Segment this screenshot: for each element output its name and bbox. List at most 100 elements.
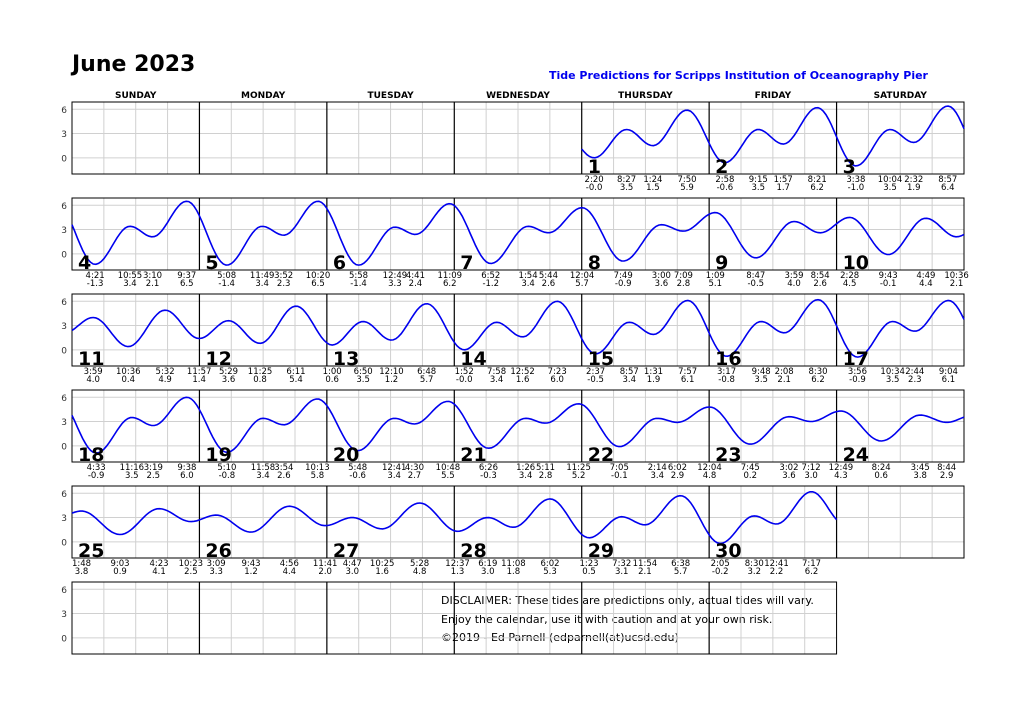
- week-frame: [71, 101, 965, 175]
- tide-height-label: 1.5: [646, 183, 660, 193]
- day-number: 26: [205, 540, 231, 562]
- tide-height-label: 2.9: [940, 471, 954, 481]
- day-number: 13: [333, 348, 359, 370]
- tide-time-label: 3:56: [848, 367, 867, 377]
- tide-time-label: 1:26: [516, 463, 535, 473]
- tide-height-label: 3.4: [387, 471, 401, 481]
- tide-time-label: 5:11: [536, 463, 555, 473]
- tide-height-label: 4.1: [152, 567, 166, 577]
- tide-height-label: 3.4: [123, 279, 137, 289]
- day-number: 28: [460, 540, 486, 562]
- tide-time-label: 11:08: [501, 559, 526, 569]
- disclaimer-line: Enjoy the calendar, use it with caution …: [441, 613, 773, 626]
- tide-height-label: -0.5: [587, 375, 604, 385]
- disclaimer-line: DISCLAIMER: These tides are predictions …: [441, 594, 814, 607]
- tide-time-label: 9:37: [177, 271, 196, 281]
- tide-time-label: 2:20: [585, 175, 604, 185]
- tide-time-label: 10:04: [878, 175, 903, 185]
- tide-time-label: 11:49: [250, 271, 275, 281]
- day-number: 5: [205, 252, 218, 274]
- tide-height-label: 2.4: [409, 279, 423, 289]
- tide-time-label: 2:28: [840, 271, 859, 281]
- y-tick-label: 6: [61, 298, 67, 308]
- tide-time-label: 11:41: [313, 559, 338, 569]
- tide-height-label: 1.2: [385, 375, 399, 385]
- tide-height-label: 6.1: [942, 375, 956, 385]
- tide-time-label: 9:43: [241, 559, 260, 569]
- tide-height-label: -0.9: [88, 471, 105, 481]
- tide-height-label: 3.0: [481, 567, 495, 577]
- tide-time-label: 9:04: [939, 367, 958, 377]
- day-number: 3: [843, 156, 856, 178]
- tide-height-label: 2.2: [770, 567, 784, 577]
- tide-time-label: 3:19: [144, 463, 163, 473]
- y-tick-label: 3: [61, 514, 67, 524]
- tide-height-label: 3.5: [751, 183, 765, 193]
- tide-height-label: -0.6: [717, 183, 734, 193]
- y-tick-label: 3: [61, 418, 67, 428]
- tide-time-label: 4:41: [406, 271, 425, 281]
- tide-height-label: 6.2: [805, 567, 819, 577]
- tide-time-label: 6:48: [417, 367, 436, 377]
- tide-time-label: 10:23: [179, 559, 204, 569]
- tide-time-label: 3:09: [207, 559, 226, 569]
- tide-height-label: 3.5: [620, 183, 634, 193]
- tide-height-label: 5.7: [575, 279, 589, 289]
- tide-time-label: 1:57: [774, 175, 793, 185]
- tide-time-label: 6:50: [354, 367, 373, 377]
- tide-height-label: -1.4: [350, 279, 367, 289]
- tide-height-label: 4.5: [843, 279, 857, 289]
- tide-curve: [71, 491, 838, 545]
- tide-time-label: 3:38: [846, 175, 865, 185]
- day-number: 27: [333, 540, 359, 562]
- day-number: 2: [715, 156, 728, 178]
- tide-time-label: 12:52: [510, 367, 535, 377]
- tide-time-label: 3:54: [274, 463, 293, 473]
- y-tick-label: 3: [61, 610, 67, 620]
- tide-curve: [71, 298, 965, 358]
- weekday-header: SUNDAY: [115, 91, 157, 101]
- day-number: 18: [78, 444, 104, 466]
- tide-height-label: 5.7: [674, 567, 688, 577]
- tide-height-label: 2.5: [147, 471, 161, 481]
- tide-time-label: 8:54: [811, 271, 830, 281]
- tide-time-label: 1:48: [72, 559, 91, 569]
- tide-time-label: 8:57: [620, 367, 639, 377]
- tide-time-label: 7:17: [802, 559, 821, 569]
- tide-time-label: 4:33: [87, 463, 106, 473]
- tide-height-label: 3.4: [255, 279, 269, 289]
- weekday-header: WEDNESDAY: [486, 91, 550, 101]
- tide-time-label: 1:52: [455, 367, 474, 377]
- day-number: 17: [843, 348, 869, 370]
- day-number: 30: [715, 540, 741, 562]
- tide-time-label: 9:38: [177, 463, 196, 473]
- tide-height-label: 3.5: [883, 183, 897, 193]
- tide-height-label: 1.2: [244, 567, 258, 577]
- tide-height-label: -1.3: [87, 279, 104, 289]
- tide-height-label: 3.6: [655, 279, 669, 289]
- day-number: 9: [715, 252, 728, 274]
- day-number: 4: [78, 252, 91, 274]
- tide-height-label: 1.6: [375, 567, 389, 577]
- y-tick-label: 3: [61, 226, 67, 236]
- y-tick-label: 6: [61, 394, 67, 404]
- tide-time-label: 5:32: [156, 367, 175, 377]
- tide-time-label: 12:49: [829, 463, 854, 473]
- tide-height-label: 1.9: [907, 183, 921, 193]
- tide-height-label: 6.1: [681, 375, 695, 385]
- tide-height-label: 3.0: [804, 471, 818, 481]
- tide-time-label: 6:02: [540, 559, 559, 569]
- tide-time-label: 2:14: [648, 463, 667, 473]
- tide-height-label: -1.0: [848, 183, 865, 193]
- week-frame: [71, 197, 965, 271]
- tide-height-label: 3.4: [490, 375, 504, 385]
- tide-time-label: 3:17: [717, 367, 736, 377]
- tide-time-label: 12:04: [570, 271, 595, 281]
- tide-time-label: 6:26: [479, 463, 498, 473]
- day-number: 1: [588, 156, 601, 178]
- tide-height-label: 1.7: [776, 183, 790, 193]
- tide-height-label: 5.7: [420, 375, 434, 385]
- tide-height-label: 6.5: [180, 279, 194, 289]
- tide-time-label: 2:05: [711, 559, 730, 569]
- tide-height-label: -0.0: [586, 183, 603, 193]
